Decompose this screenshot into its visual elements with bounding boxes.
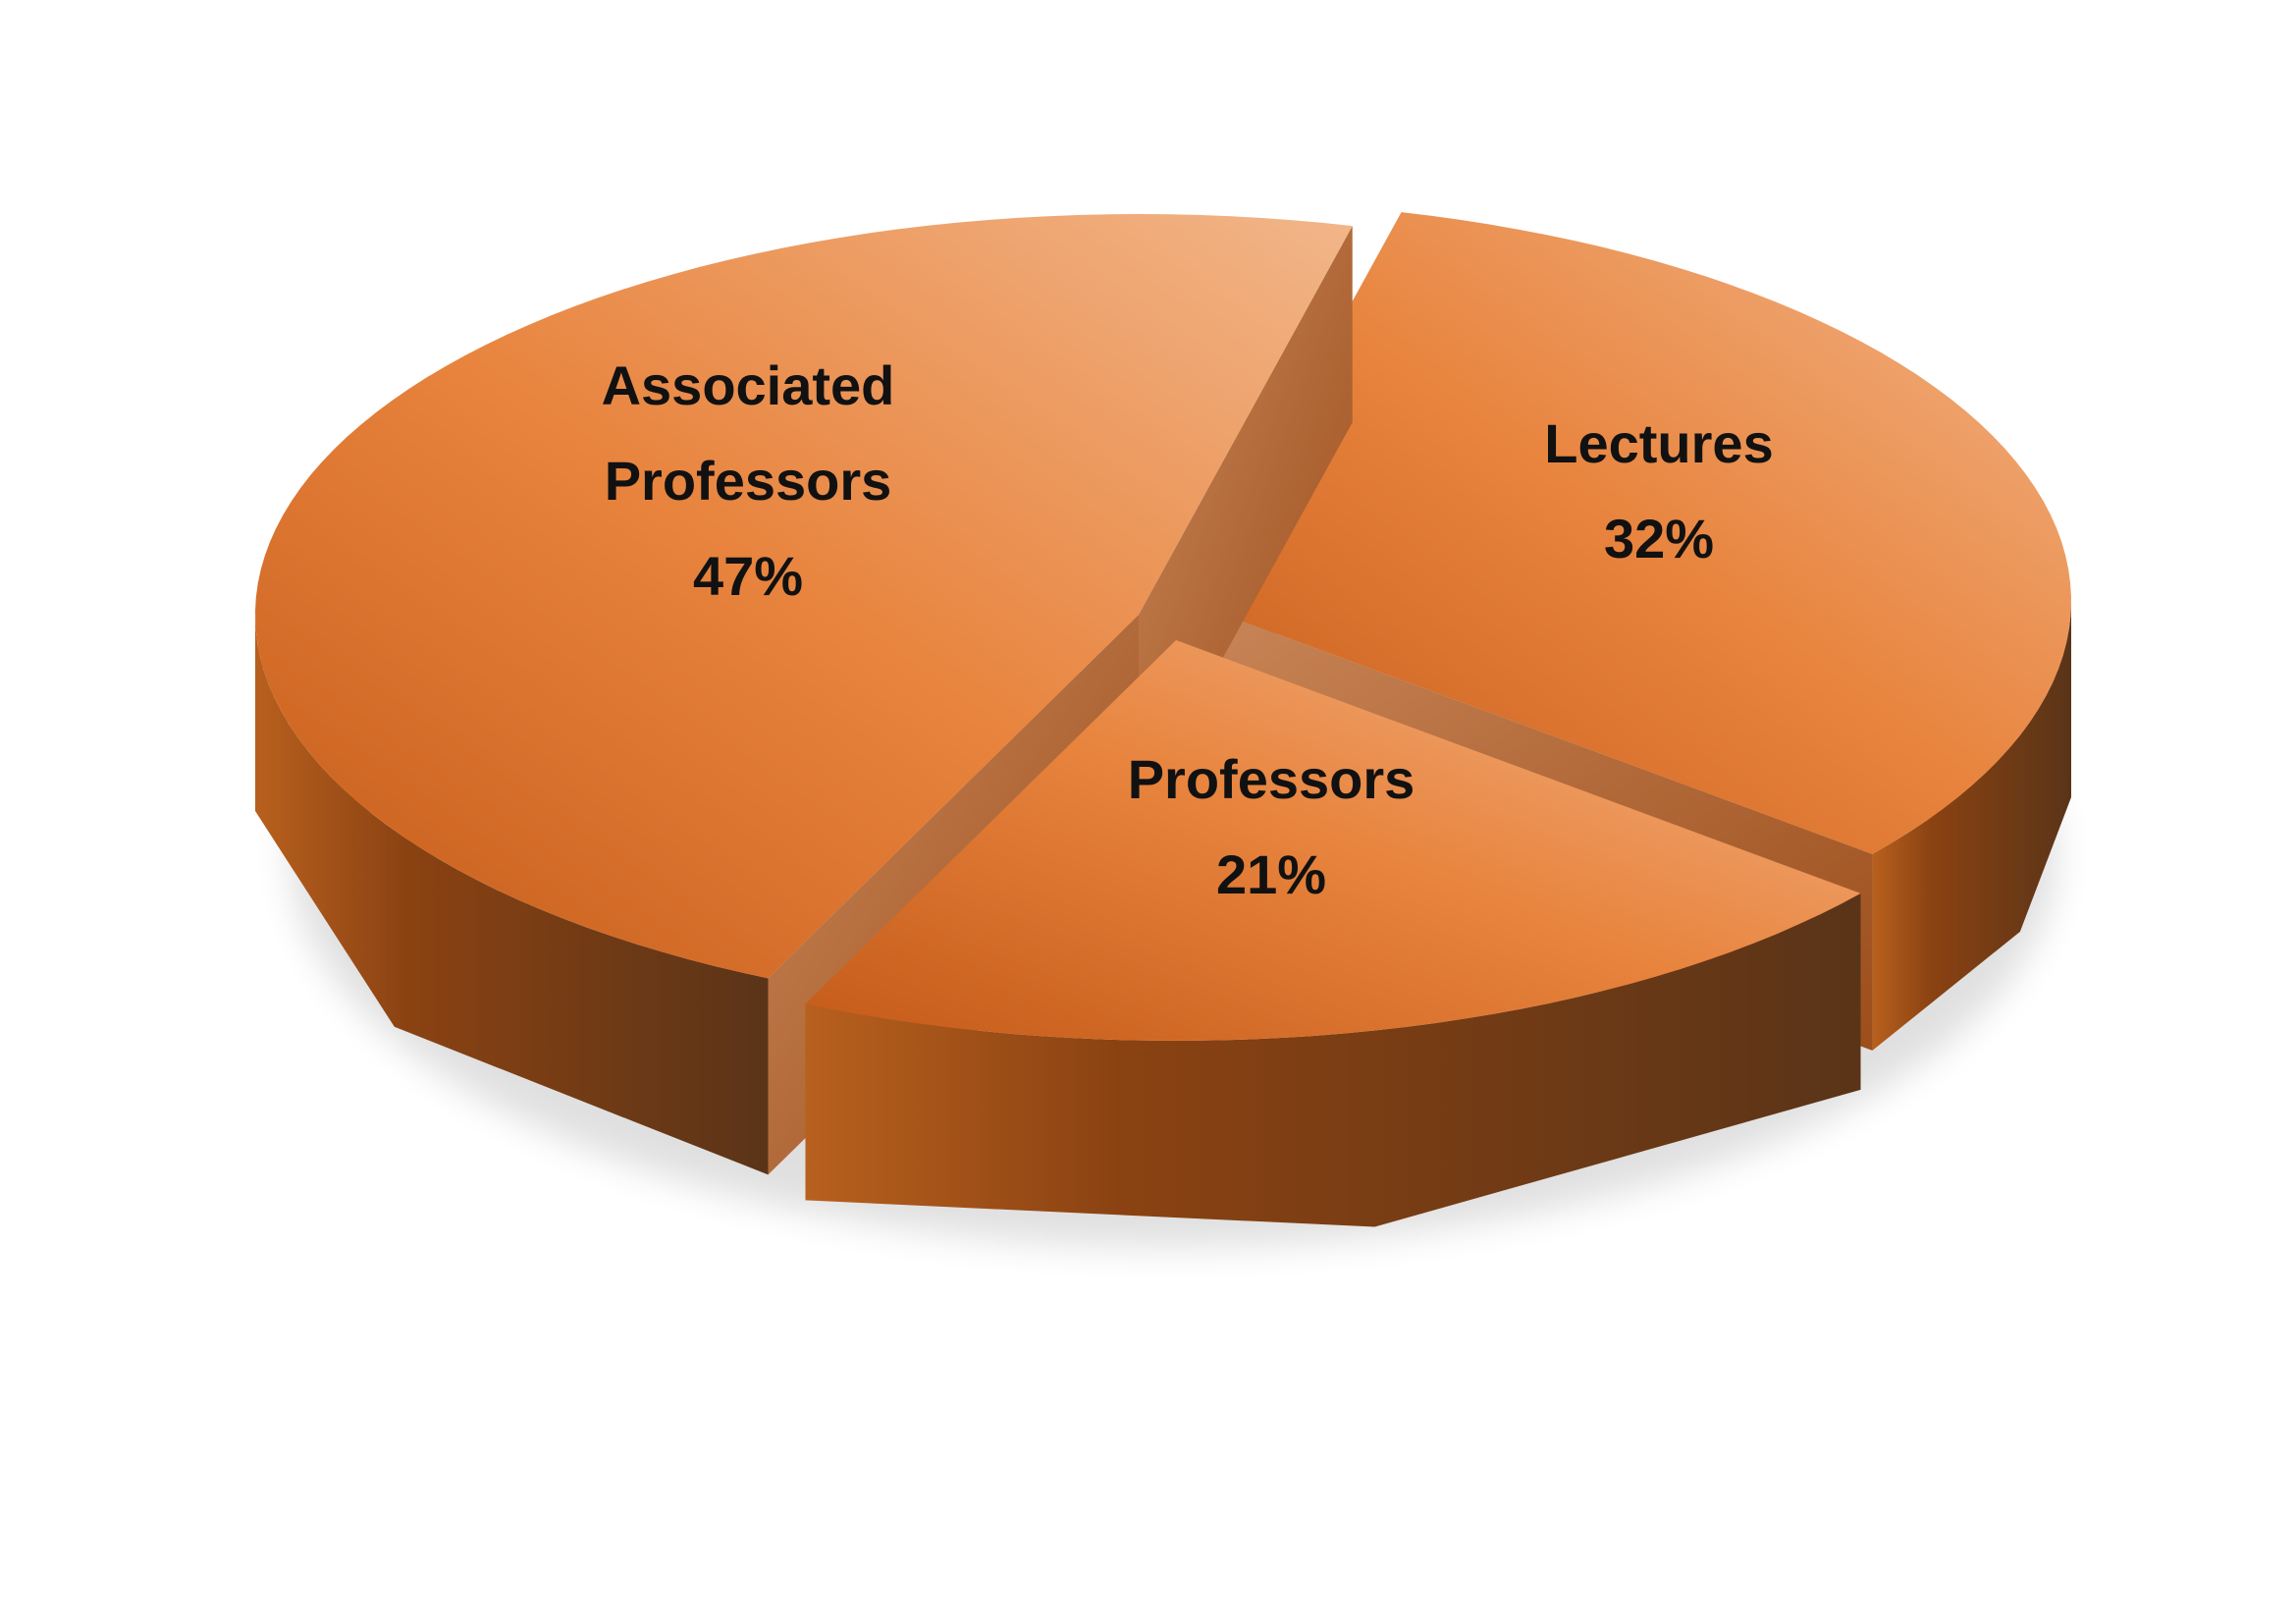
slice-side-wall: [1872, 601, 2071, 1051]
data-label-line: Professors: [1128, 748, 1415, 810]
data-label-associated-professors: Associated Professors 47%: [602, 354, 895, 607]
data-label-line: Professors: [605, 450, 892, 512]
data-label-line: 21%: [1216, 843, 1326, 905]
slice-top-lectures: [1188, 212, 2071, 854]
data-label-professors: Professors 21%: [1128, 748, 1415, 905]
slice-top-associated-professors: [255, 214, 1353, 979]
slice-side-wall: [255, 615, 769, 1175]
slice-side-wall: [805, 893, 1861, 1227]
data-label-line: 32%: [1604, 508, 1714, 569]
data-label-lectures: Lectures 32%: [1544, 412, 1773, 569]
slice-top-professors: [805, 640, 1861, 1041]
data-label-line: Associated: [602, 354, 895, 416]
data-label-line: 47%: [693, 545, 803, 607]
data-label-line: Lectures: [1544, 412, 1773, 474]
slice-professors: [805, 640, 1861, 1227]
